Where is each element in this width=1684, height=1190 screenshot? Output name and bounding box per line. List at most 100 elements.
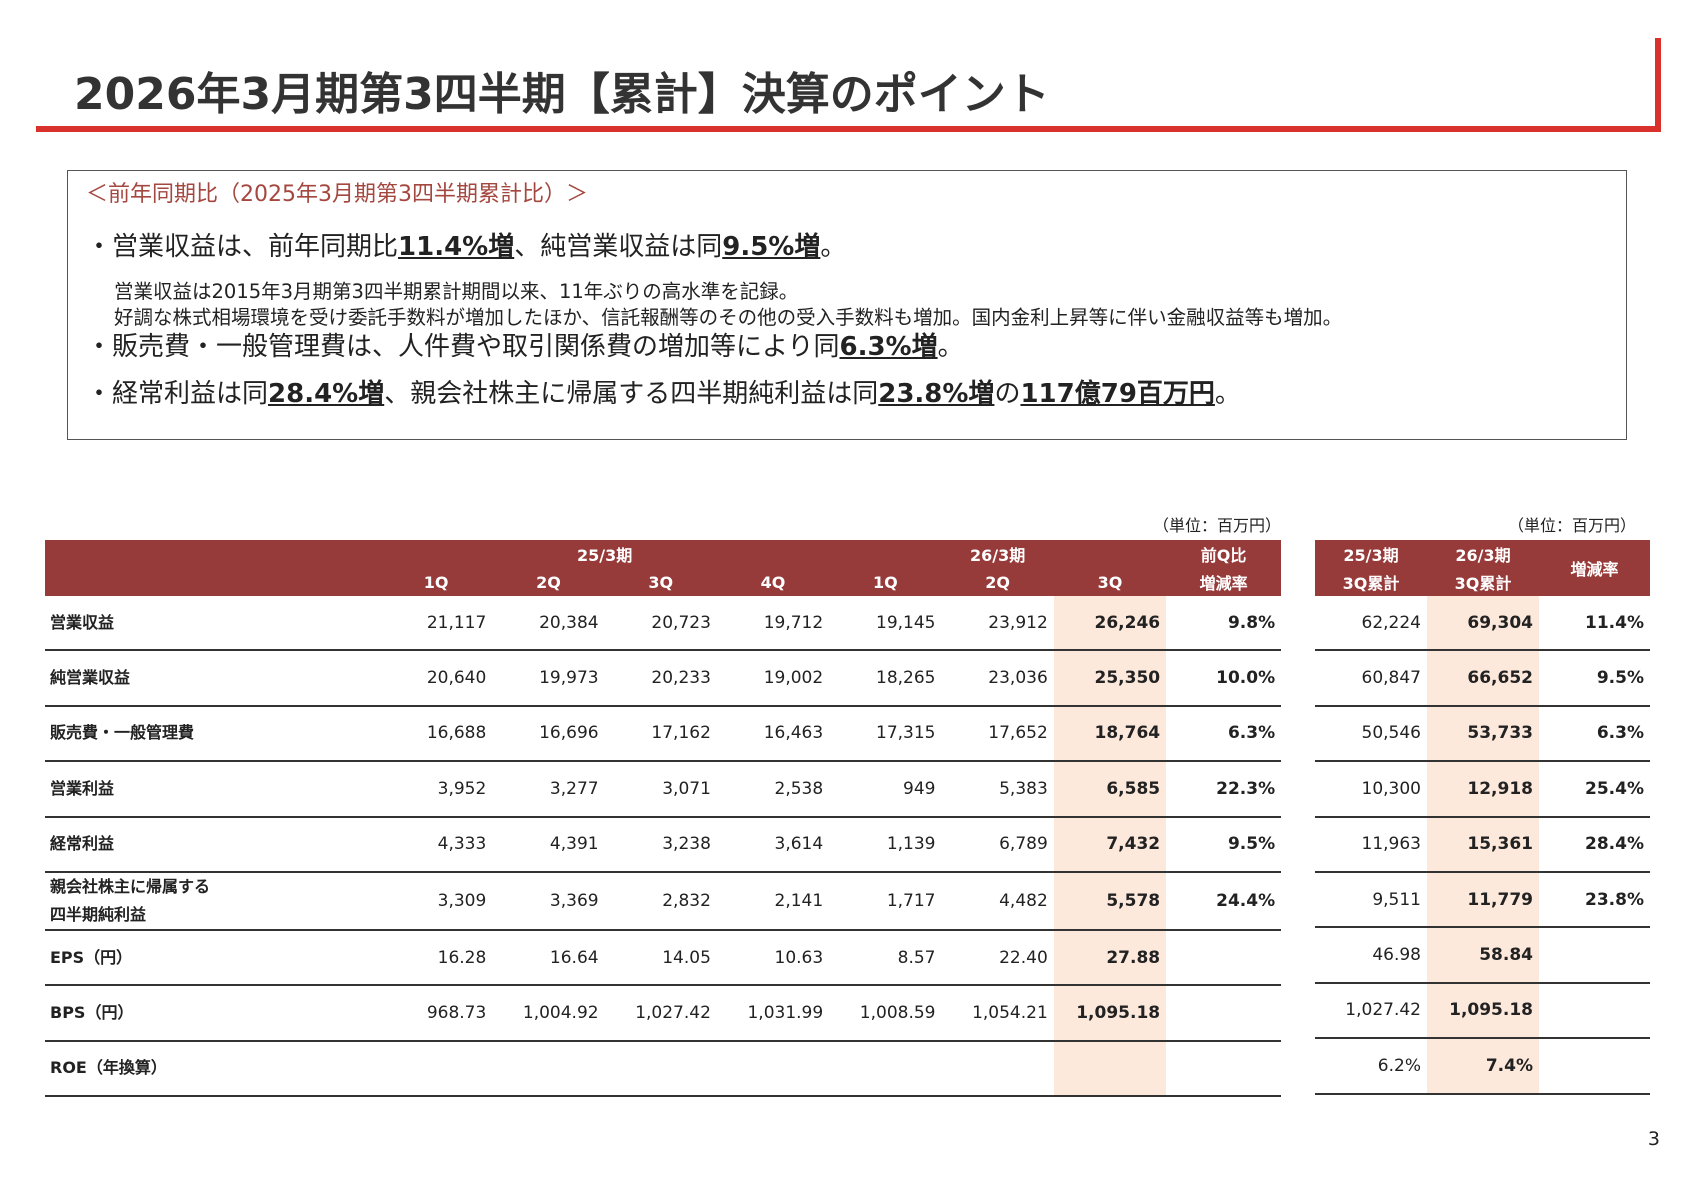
summary-box — [67, 170, 1627, 440]
cell: 16,688 — [380, 705, 493, 763]
cell: 949 — [829, 761, 942, 818]
summary-heading: ＜前年同期比（2025年3月期第3四半期累計比）＞ — [86, 182, 588, 207]
text: ・営業収益は、前年同期比 — [86, 232, 399, 262]
cell: 9,511 — [1315, 871, 1427, 929]
header-row: 1Q 2Q 3Q 4Q 1Q 2Q 3Q 増減率 — [45, 568, 1282, 596]
column-header: 3Q累計 — [1427, 568, 1539, 596]
cell: 3,952 — [380, 761, 493, 818]
cell — [1539, 1038, 1650, 1095]
cell: 3,071 — [604, 761, 717, 818]
cell: 46.98 — [1315, 927, 1427, 984]
cell: 11,779 — [1427, 871, 1539, 929]
bullet-note: 営業収益は2015年3月期第3四半期累計期間以来、11年ぶりの高水準を記録。 — [114, 280, 799, 303]
cell: 1,027.42 — [604, 985, 717, 1042]
quarterly-table: 25/3期 26/3期 前Q比 1Q 2Q 3Q 4Q 1Q 2Q 3Q 増減率 営業収益 21,117… — [45, 540, 1282, 1098]
cell: 10,300 — [1315, 761, 1427, 818]
table-row: 営業利益 3,952 3,277 3,071 2,538 949 5,383 6,585 22.… — [45, 761, 1282, 818]
cell: 22.3% — [1166, 761, 1282, 818]
cell — [1053, 1040, 1167, 1098]
row-label: 親会社株主に帰属する 四半期純利益 — [45, 871, 380, 931]
column-header: 1Q — [829, 568, 942, 596]
table-row: EPS（円） 16.28 16.64 14.05 10.63 8.57 22.40 27.88 — [45, 929, 1282, 987]
cell: 19,712 — [716, 596, 830, 652]
bullet: ・販売費・一般管理費は、人件費や取引関係費の増加等により同6.3%増。 — [86, 326, 964, 363]
cell: 21,117 — [380, 596, 493, 652]
group-header: 25/3期 — [380, 540, 830, 568]
cell: 66,652 — [1427, 650, 1539, 707]
cell: 58.84 — [1427, 927, 1539, 984]
cell: 16,463 — [716, 705, 830, 763]
cell: 22.40 — [941, 929, 1054, 987]
emphasis: 28.4%増 — [268, 379, 385, 409]
title-accent — [1655, 38, 1661, 132]
column-header: 3Q — [604, 568, 717, 596]
table-row: 10,300 12,918 25.4% — [1315, 761, 1650, 818]
cumulative-table: 25/3期 26/3期 増減率 3Q累計 3Q累計 62,224 69,304 11.4% 60… — [1315, 540, 1650, 1095]
cell: 69,304 — [1427, 596, 1539, 652]
group-header: 26/3期 — [829, 540, 1167, 568]
cell: 6,789 — [941, 816, 1054, 873]
emphasis: 9.5%増 — [722, 232, 821, 262]
emphasis: 11.4%増 — [398, 232, 515, 262]
table-row: 50,546 53,733 6.3% — [1315, 705, 1650, 763]
cell: 20,723 — [604, 596, 717, 652]
cell: 9.5% — [1166, 816, 1282, 873]
title: 2026年3月期第3四半期【累計】決算のポイント — [74, 69, 1050, 120]
cell — [1166, 1040, 1282, 1098]
cell: 53,733 — [1427, 705, 1539, 763]
title-rule — [36, 126, 1660, 132]
unit-label: （単位：百万円） — [1507, 516, 1636, 535]
text: ・販売費・一般管理費は、人件費や取引関係費の増加等により同 — [86, 332, 840, 362]
cell: 3,277 — [492, 761, 605, 818]
table-row: 1,027.42 1,095.18 — [1315, 982, 1650, 1040]
cell: 10.0% — [1166, 650, 1282, 707]
column-header: 3Q累計 — [1315, 568, 1427, 596]
cell: 4,391 — [492, 816, 605, 873]
row-label: 販売費・一般管理費 — [45, 705, 380, 763]
cell: 60,847 — [1315, 650, 1427, 707]
table-row: 46.98 58.84 — [1315, 927, 1650, 984]
table-row: 純営業収益 20,640 19,973 20,233 19,002 18,265 23,03… — [45, 650, 1282, 707]
cell: 25.4% — [1539, 761, 1650, 818]
cell: 20,640 — [380, 650, 493, 707]
cell: 20,384 — [492, 596, 605, 652]
cell: 2,141 — [716, 871, 830, 931]
table-row: 6.2% 7.4% — [1315, 1038, 1650, 1095]
cell — [492, 1040, 605, 1098]
unit-label: （単位：百万円） — [1152, 516, 1281, 535]
column-header: 増減率 — [1166, 568, 1282, 596]
header-row: 25/3期 26/3期 増減率 — [1315, 540, 1650, 596]
text: 。 — [820, 232, 847, 262]
cell — [604, 1040, 717, 1098]
bullet: ・営業収益は、前年同期比11.4%増、純営業収益は同9.5%増。 — [86, 226, 846, 263]
cell: 10.63 — [716, 929, 830, 987]
cell: 18,764 — [1053, 705, 1167, 763]
cell: 24.4% — [1166, 871, 1282, 931]
cell — [380, 1040, 493, 1098]
cell: 50,546 — [1315, 705, 1427, 763]
cell: 28.4% — [1539, 816, 1650, 873]
cell: 1,027.42 — [1315, 982, 1427, 1040]
cell: 3,369 — [492, 871, 605, 931]
row-label: EPS（円） — [45, 929, 380, 987]
cell: 6.2% — [1315, 1038, 1427, 1095]
cell: 1,095.18 — [1053, 985, 1167, 1042]
table-row: ROE（年換算） — [45, 1040, 1282, 1098]
page-number: 3 — [1647, 1128, 1660, 1150]
table-row: BPS（円） 968.73 1,004.92 1,027.42 1,031.99 1,00… — [45, 985, 1282, 1042]
emphasis: 6.3%増 — [839, 332, 938, 362]
cell: 2,832 — [604, 871, 717, 931]
cell: 18,265 — [829, 650, 942, 707]
text: 、純営業収益は同 — [514, 232, 723, 262]
cell: 1,717 — [829, 871, 942, 931]
text: 、親会社株主に帰属する四半期純利益は同 — [384, 379, 879, 409]
cell: 17,162 — [604, 705, 717, 763]
table-row: 62,224 69,304 11.4% — [1315, 596, 1650, 652]
cell: 1,095.18 — [1427, 982, 1539, 1040]
header-row: 25/3期 26/3期 前Q比 — [45, 540, 1282, 596]
table-row: 親会社株主に帰属する 四半期純利益 3,309 3,369 2,832 2,141 1,7… — [45, 871, 1282, 931]
cell: 19,145 — [829, 596, 942, 652]
group-header: 前Q比 — [1166, 540, 1282, 568]
cell: 11.4% — [1539, 596, 1650, 652]
row-label: 営業収益 — [45, 596, 380, 652]
